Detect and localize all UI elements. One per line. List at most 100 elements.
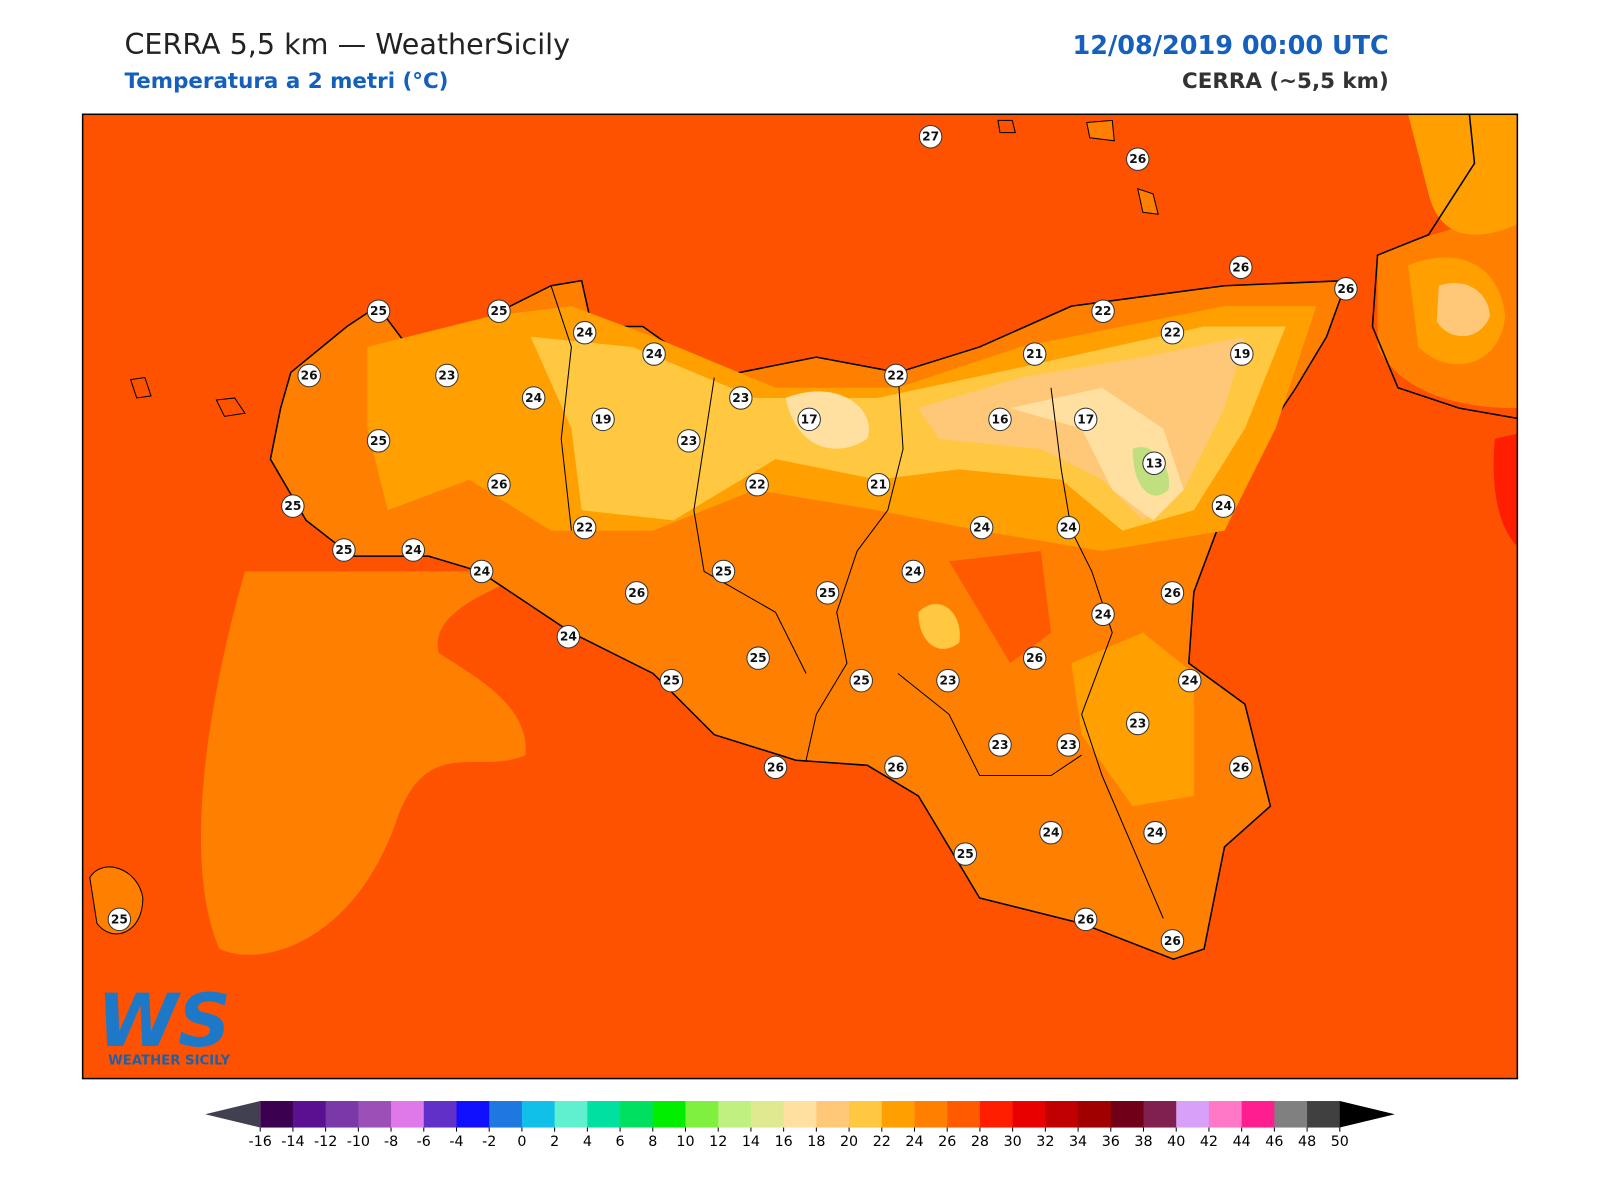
- station-value: 19: [1233, 347, 1250, 361]
- station-value: 25: [370, 304, 387, 318]
- field-area: [1493, 433, 1518, 546]
- station-value: 22: [749, 478, 766, 492]
- colorbar-tick-label: 36: [1102, 1134, 1120, 1150]
- colorbar-tick-label: 14: [742, 1134, 760, 1150]
- station-value: 17: [801, 412, 818, 426]
- station-marker: [1056, 733, 1081, 757]
- colorbar-segment: [554, 1101, 588, 1128]
- colorbar-segment: [489, 1101, 523, 1128]
- station: 22: [745, 472, 769, 497]
- colorbar-over: [1339, 1101, 1395, 1128]
- map-frame: [81, 113, 1519, 1080]
- colorbar-tick-label: -2: [482, 1134, 496, 1150]
- station-marker: [487, 299, 511, 323]
- station: 24: [572, 320, 597, 345]
- station-marker: [1230, 342, 1254, 366]
- island: [997, 119, 1016, 134]
- station-value: 23: [991, 738, 1008, 752]
- station-value: 25: [819, 586, 836, 600]
- station-marker: [884, 363, 908, 388]
- station-value: 26: [628, 586, 645, 600]
- colorbar-tick-label: 46: [1265, 1134, 1283, 1150]
- colorbar-tick-label: 26: [938, 1134, 956, 1150]
- station-value: 22: [887, 369, 904, 383]
- model: CERRA (~5,5 km): [1182, 69, 1389, 94]
- station-value: 24: [1215, 499, 1232, 513]
- colorbar-tick-label: 30: [1004, 1134, 1022, 1150]
- colorbar-segment: [1307, 1101, 1341, 1128]
- station: 25: [366, 299, 391, 323]
- station: 23: [729, 386, 753, 410]
- station-marker: [366, 299, 391, 323]
- station: 23: [1056, 733, 1081, 757]
- station: 25: [849, 668, 873, 693]
- station-value: 22: [1164, 326, 1181, 340]
- field-area: [948, 551, 1052, 664]
- station-marker: [521, 386, 546, 410]
- station-marker: [401, 538, 425, 562]
- station-marker: [1160, 581, 1185, 605]
- station-value: 24: [1095, 607, 1112, 621]
- colorbar-segment: [816, 1101, 850, 1128]
- station-value: 24: [473, 564, 490, 578]
- station: 25: [281, 494, 305, 518]
- station: 26: [1073, 907, 1098, 932]
- colorbar-tick-label: -12: [314, 1134, 337, 1150]
- station-value: 22: [576, 521, 593, 535]
- colorbar-tick-label: 24: [905, 1134, 923, 1150]
- title: CERRA 5,5 km — WeatherSicily: [124, 27, 570, 61]
- station-marker: [435, 363, 459, 388]
- station: 26: [297, 363, 321, 388]
- colorbar-tick-label: 44: [1233, 1134, 1251, 1150]
- station-value: 24: [560, 630, 577, 644]
- station: 24: [1178, 668, 1202, 693]
- colorbar-tick-label: -16: [249, 1134, 272, 1150]
- province-border: [550, 285, 1164, 919]
- station-value: 25: [284, 499, 301, 513]
- station-value: 27: [922, 130, 939, 144]
- station-value: 25: [715, 564, 732, 578]
- station: 24: [1143, 820, 1167, 845]
- station-marker: [1022, 646, 1047, 670]
- station-marker: [591, 407, 615, 432]
- station: 24: [1056, 515, 1081, 540]
- station-value: 26: [1232, 760, 1249, 774]
- station: 19: [591, 407, 615, 432]
- colorbar-segment: [1110, 1101, 1145, 1128]
- colorbar-segment: [1241, 1101, 1275, 1128]
- station-value: 26: [1232, 260, 1249, 274]
- station-marker: [659, 668, 684, 693]
- station-marker: [884, 755, 908, 780]
- station-value: 23: [732, 391, 749, 405]
- station-marker: [572, 320, 597, 345]
- station-marker: [746, 646, 770, 670]
- station: 25: [659, 668, 684, 693]
- station-marker: [1229, 255, 1253, 280]
- colorbar-tick-label: -4: [449, 1134, 463, 1150]
- colorbar-segment: [881, 1101, 916, 1128]
- station-marker: [572, 515, 597, 540]
- station-marker: [107, 907, 132, 932]
- colorbar-tick-label: 22: [873, 1134, 891, 1150]
- island: [129, 376, 152, 399]
- station-marker: [988, 407, 1012, 432]
- colorbar-segment: [1176, 1101, 1210, 1128]
- field-area: [1010, 387, 1184, 521]
- station-value: 25: [663, 674, 680, 688]
- colorbar-segment: [718, 1101, 752, 1128]
- station-value: 21: [1026, 347, 1043, 361]
- station-value: 24: [905, 564, 922, 578]
- logo-text: WEATHER SICILY: [108, 1053, 230, 1068]
- colorbar-under: [205, 1101, 261, 1128]
- station: 17: [797, 407, 821, 432]
- colorbar-segment: [1208, 1101, 1243, 1128]
- station: 24: [1211, 494, 1236, 518]
- station-value: 23: [1129, 716, 1146, 730]
- colorbar-segment: [423, 1101, 458, 1128]
- station-value: 22: [1095, 304, 1112, 318]
- station: 26: [1334, 277, 1358, 301]
- colorbar-segment: [620, 1101, 654, 1128]
- station-marker: [745, 472, 769, 497]
- station: 22: [1091, 299, 1115, 323]
